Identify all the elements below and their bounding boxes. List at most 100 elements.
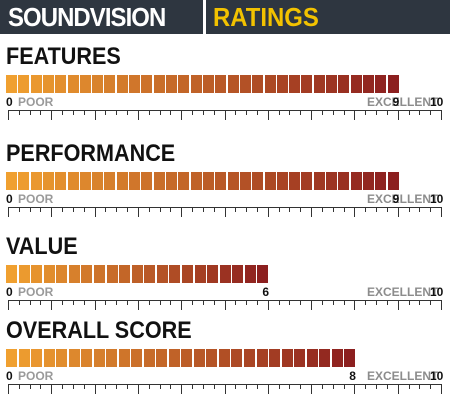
section-title: FEATURES — [6, 43, 121, 70]
rating-bar-segment — [207, 265, 219, 283]
scale-tick — [94, 110, 96, 120]
rating-bar-segment — [181, 349, 193, 367]
scale-tick — [51, 207, 53, 217]
scale-tick — [213, 207, 215, 212]
scale-tick — [246, 384, 248, 389]
scale-tick — [137, 207, 139, 217]
scale-tick — [127, 300, 129, 305]
header-divider — [203, 0, 206, 34]
rating-bar-segment — [319, 349, 331, 367]
rating-bar-segment — [202, 172, 214, 190]
scale-poor-label: POOR — [18, 369, 54, 383]
scale-tick — [235, 300, 237, 305]
rating-bar-segment — [104, 172, 116, 190]
scale-tick — [137, 300, 139, 310]
rating-bar-segment — [93, 265, 105, 283]
rating-bar-segment — [129, 172, 141, 190]
scale-tick — [441, 110, 442, 120]
rating-bar-segment — [289, 172, 301, 190]
rating-bar-segment — [375, 75, 387, 93]
scale-tick — [321, 207, 323, 212]
scale-tick — [343, 300, 345, 305]
rating-bar-segment — [276, 75, 288, 93]
score-label: 8 — [349, 369, 356, 383]
scale-tick — [148, 300, 150, 305]
scale-tick — [40, 207, 42, 212]
scale-tick — [354, 110, 356, 120]
scale-tick — [397, 384, 399, 394]
rating-bar-segment — [252, 75, 264, 93]
scale-tick — [105, 384, 107, 389]
rating-bar-segment — [178, 172, 190, 190]
rating-bar-segment — [141, 172, 153, 190]
rating-bar-segment — [313, 172, 325, 190]
scale-tick — [321, 384, 323, 389]
rating-bar-segment — [338, 75, 350, 93]
rating-bar-segment — [43, 265, 55, 283]
scale-tick — [386, 207, 388, 212]
score-label: 9 — [392, 95, 400, 109]
scale-tick — [29, 300, 31, 305]
scale-tick — [72, 384, 74, 389]
rating-bar-segment — [81, 265, 93, 283]
soundvision-logo: SOUNDVISION — [8, 2, 166, 32]
rating-bar-segment — [92, 75, 104, 93]
rating-bar-segment — [156, 265, 168, 283]
rating-bar-segment — [338, 172, 350, 190]
scale-tick — [278, 110, 280, 115]
scale-tick — [94, 300, 96, 310]
scale-max-label: 10 — [430, 192, 444, 206]
scale-tick — [365, 300, 367, 305]
rating-bar-segment — [92, 172, 104, 190]
scale-tick — [29, 110, 31, 115]
scale-tick — [343, 207, 345, 212]
rating-section-value: VALUE 0 POOR EXCELLENT 6 10 — [0, 234, 450, 320]
scale-tick — [386, 384, 388, 389]
scale-tick — [311, 207, 313, 217]
rating-bar-segment — [166, 172, 178, 190]
ratings-header: SOUNDVISION RATINGS — [0, 0, 450, 34]
scale-tick — [408, 300, 410, 305]
scale-tick — [354, 207, 356, 217]
rating-bar-segment — [6, 75, 17, 93]
scale-tick — [148, 384, 150, 389]
scale-tick — [62, 110, 64, 115]
rating-bar-segment — [30, 172, 42, 190]
rating-bar-segment — [79, 172, 91, 190]
scale-tick — [181, 207, 183, 217]
rating-bar-segment — [116, 75, 128, 93]
scale-tick — [202, 384, 204, 389]
scale-tick — [181, 110, 183, 120]
rating-bar-segment — [276, 172, 288, 190]
rating-bar-segment — [93, 349, 105, 367]
scale-max-label: 10 — [430, 95, 444, 109]
scale-tick — [267, 300, 269, 310]
rating-bar — [6, 349, 356, 367]
rating-bar-segment — [153, 172, 165, 190]
scale-tick — [343, 384, 345, 389]
scale-tick — [148, 110, 150, 115]
scale-tick — [235, 207, 237, 212]
scale-min-label: 0 — [6, 192, 13, 206]
scale-tick — [18, 207, 20, 212]
scale-tick — [51, 384, 53, 394]
scale-tick — [8, 110, 9, 120]
rating-bar-segment — [218, 349, 230, 367]
scale-tick — [332, 300, 334, 305]
scale-tick — [332, 110, 334, 115]
scale-tick — [441, 207, 442, 217]
scale-tick — [159, 384, 161, 389]
rating-bar-segment — [168, 349, 180, 367]
rating-bar-segment — [104, 75, 116, 93]
scale-tick — [213, 384, 215, 389]
rating-bar-segment — [18, 349, 30, 367]
scale-tick — [192, 384, 194, 389]
rating-bar-segment — [131, 349, 143, 367]
rating-bar-segment — [18, 172, 30, 190]
rating-bar-segment — [362, 172, 374, 190]
rating-bar-segment — [141, 75, 153, 93]
rating-bar-segment — [257, 265, 269, 283]
scale-poor-label: POOR — [18, 192, 54, 206]
rating-bar-segment — [227, 172, 239, 190]
rating-bar — [6, 75, 399, 93]
